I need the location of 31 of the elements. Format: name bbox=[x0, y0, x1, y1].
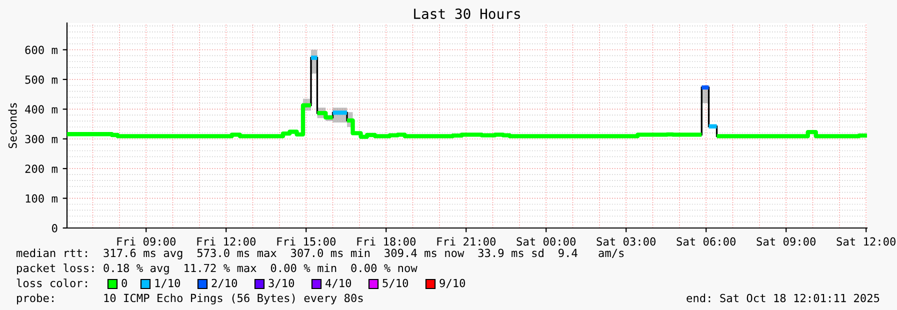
text: probe: 10 ICMP Echo Pings (56 Bytes) every 80s bbox=[17, 294, 363, 304]
x-tick-label: Fri 21:00 bbox=[437, 237, 496, 246]
y-tick-label: 500 m bbox=[25, 75, 58, 84]
x-tick-label: Sat 09:00 bbox=[756, 237, 816, 246]
text: packet loss: 0.18 % avg 11.72 % max 0.00 % min 0.00 % now bbox=[17, 264, 418, 274]
x-tick-label: Sat 12:00 bbox=[836, 237, 896, 246]
x-tick-label: Fri 12:00 bbox=[197, 237, 256, 246]
legend-label: 9/10 bbox=[440, 278, 466, 288]
legend-label: 1/10 bbox=[155, 278, 180, 288]
y-tick-label: 400 m bbox=[25, 105, 58, 114]
y-axis-title: Seconds bbox=[8, 103, 17, 148]
y-tick-label: 600 m bbox=[25, 46, 58, 54]
text: end: Sat Oct 18 12:01:11 2025 bbox=[686, 294, 880, 302]
x-tick-label: Fri 18:00 bbox=[357, 237, 416, 246]
x-tick-label: Sat 06:00 bbox=[676, 237, 736, 246]
legend-label: 5/10 bbox=[382, 278, 408, 288]
x-tick-label: Fri 09:00 bbox=[117, 237, 176, 246]
legend-label: 4/10 bbox=[326, 278, 352, 288]
text: median rtt: 317.6 ms avg 573.0 ms max 307.0 ms min 309.4 ms now 33.9 ms sd 9.4 am/s bbox=[16, 248, 624, 260]
y-tick-label: 300 m bbox=[25, 134, 58, 144]
legend-label: 3/10 bbox=[268, 278, 294, 288]
legend-label: 2/10 bbox=[212, 278, 238, 288]
y-tick-label: 100 m bbox=[26, 194, 58, 203]
y-tick-label: 0 bbox=[52, 224, 58, 232]
legend-title: loss color: bbox=[16, 278, 87, 288]
y-tick-label: 200 m bbox=[25, 164, 58, 173]
legend-label: 0 bbox=[122, 278, 127, 288]
x-tick-label: Fri 15:00 bbox=[277, 237, 336, 246]
x-tick-label: Sat 03:00 bbox=[596, 237, 656, 246]
x-tick-label: Sat 00:00 bbox=[516, 237, 576, 246]
chart-title: Last 30 Hours bbox=[414, 8, 520, 20]
